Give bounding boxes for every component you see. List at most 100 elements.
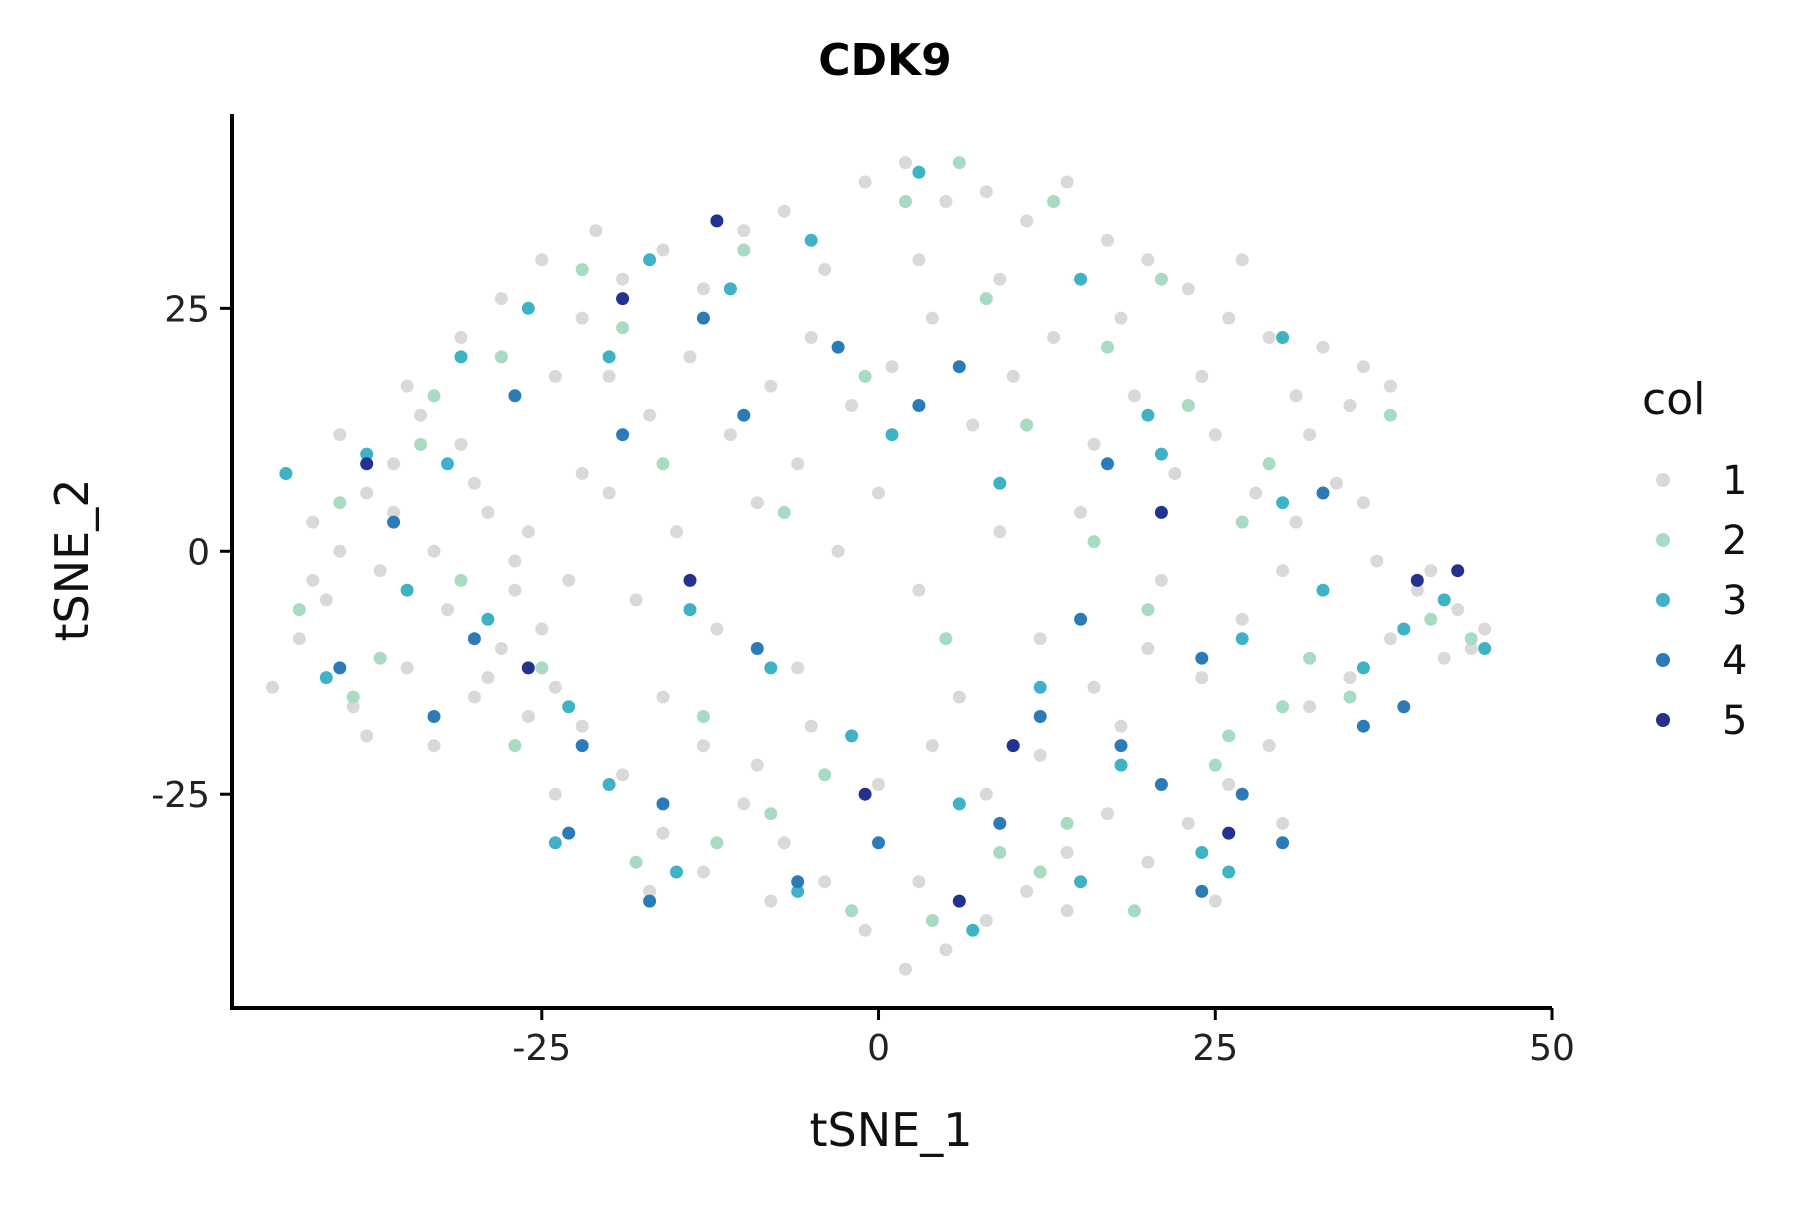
- scatter-point-col-3-9: [643, 253, 657, 267]
- scatter-point-col-5-6: [952, 894, 966, 908]
- scatter-point-col-1-50: [1289, 389, 1303, 403]
- scatter-point-col-2-15: [899, 195, 912, 208]
- scatter-point-col-3-11: [723, 282, 737, 296]
- scatter-point-col-2-28: [1424, 612, 1438, 626]
- scatter-point-col-4-21: [1276, 836, 1290, 850]
- scatter-point-col-1-77: [1303, 700, 1317, 714]
- y-axis-ticks: -25 0 25: [151, 289, 232, 816]
- scatter-point-col-1-43: [1181, 282, 1195, 296]
- scatter-point-col-3-3: [400, 583, 414, 597]
- scatter-point-col-2-18: [1020, 418, 1034, 432]
- scatter-point-col-1-126: [360, 729, 374, 743]
- scatter-point-col-1-118: [872, 778, 885, 791]
- scatter-point-col-1-95: [575, 719, 589, 733]
- scatter-point-col-4-22: [1316, 486, 1330, 500]
- scatter-point-col-1-75: [1383, 632, 1397, 646]
- scatter-point-col-1-103: [912, 583, 926, 597]
- scatter-point-col-2-47: [1235, 515, 1249, 529]
- scatter-point-col-4-4: [575, 739, 589, 753]
- scatter-point-col-1-84: [1020, 884, 1034, 898]
- scatter-point-col-4-25: [427, 710, 441, 723]
- scatter-point-col-4-26: [562, 826, 576, 840]
- scatter-point-col-1-87: [899, 962, 912, 976]
- scatter-point-col-1-29: [616, 272, 630, 286]
- scatter-point-col-5-10: [1410, 573, 1424, 587]
- scatter-point-col-2-32: [710, 836, 724, 850]
- scatter-point-col-2-27: [1383, 408, 1397, 422]
- scatter-point-col-2-11: [737, 243, 751, 257]
- legend-label-2: 2: [1722, 518, 1747, 564]
- scatter-point-col-1-127: [481, 671, 495, 685]
- scatter-point-col-2-33: [845, 904, 859, 918]
- scatter-point-col-3-2: [360, 447, 374, 461]
- scatter-point-col-4-15: [1033, 710, 1047, 723]
- scatter-point-col-2-21: [1141, 603, 1155, 617]
- scatter-point-col-1-88: [858, 923, 872, 937]
- scatter-point-col-1-18: [508, 554, 522, 568]
- scatter-point-col-1-19: [521, 710, 535, 723]
- scatter-point-col-1-147: [427, 739, 441, 753]
- scatter-point-col-1-48: [1383, 379, 1397, 393]
- scatter-point-col-1-21: [535, 622, 549, 636]
- scatter-point-col-3-1: [319, 671, 333, 685]
- scatter-point-col-3-19: [1033, 680, 1047, 694]
- scatter-point-col-1-15: [467, 690, 481, 704]
- scatter-point-col-5-7: [1006, 739, 1020, 753]
- scatter-point-col-2-16: [939, 632, 953, 646]
- scatter-point-col-1-105: [993, 525, 1007, 539]
- scatter-point-col-4-27: [737, 408, 751, 422]
- scatter-point-col-4-18: [1154, 778, 1168, 791]
- scatter-point-col-1-59: [925, 311, 939, 325]
- scatter-point-col-1-124: [400, 379, 414, 393]
- scatter-point-col-1-137: [1356, 496, 1370, 510]
- scatter-point-col-4-14: [993, 816, 1007, 830]
- scatter-point-col-4-30: [1195, 884, 1209, 898]
- scatter-point-col-1-46: [1316, 340, 1330, 354]
- y-tick-label: 25: [164, 289, 210, 330]
- scatter-point-col-1-73: [1478, 622, 1492, 636]
- legend-label-3: 3: [1722, 578, 1747, 624]
- scatter-point-col-1-49: [1343, 399, 1357, 412]
- scatter-point-col-1-97: [670, 525, 683, 539]
- scatter-point-col-1-71: [1410, 583, 1424, 597]
- scatter-point-col-1-68: [1289, 515, 1303, 529]
- scatter-point-col-1-104: [952, 690, 966, 704]
- scatter-point-col-1-57: [845, 399, 859, 412]
- scatter-point-col-1-145: [643, 884, 657, 898]
- scatter-point-col-1-69: [1330, 476, 1343, 490]
- scatter-point-col-2-8: [616, 321, 630, 335]
- scatter-point-col-2-36: [1127, 904, 1141, 918]
- scatter-point-col-4-3: [508, 389, 522, 403]
- x-tick-label: 50: [1529, 1028, 1575, 1069]
- scatter-point-col-1-41: [1101, 233, 1114, 247]
- scatter-point-col-1-39: [1020, 214, 1034, 228]
- scatter-point-col-2-45: [993, 846, 1007, 859]
- scatter-point-col-4-5: [616, 428, 630, 442]
- scatter-point-col-2-9: [656, 457, 670, 471]
- scatter-point-col-3-20: [1074, 272, 1088, 286]
- scatter-point-col-3-14: [845, 729, 859, 743]
- scatter-point-col-4-0: [333, 661, 347, 675]
- scatter-point-col-3-34: [966, 923, 980, 937]
- scatter-point-col-1-115: [696, 739, 710, 753]
- legend-key-2: [1656, 533, 1670, 547]
- scatter-point-col-4-6: [656, 797, 670, 811]
- legend-title: col: [1642, 374, 1705, 425]
- scatter-point-col-1-90: [777, 836, 791, 850]
- scatter-point-col-1-12: [427, 544, 441, 558]
- scatter-point-col-4-24: [1397, 700, 1411, 714]
- scatter-point-col-3-35: [1074, 875, 1088, 889]
- scatter-point-col-1-14: [454, 437, 468, 451]
- scatter-point-col-2-44: [764, 807, 778, 821]
- scatter-point-col-1-92: [696, 865, 710, 879]
- scatter-point-col-3-33: [791, 884, 805, 898]
- scatter-point-col-5-1: [521, 661, 535, 675]
- scatter-point-col-1-107: [1074, 505, 1088, 519]
- scatter-point-col-1-70: [1370, 554, 1384, 568]
- scatter-point-col-1-32: [737, 224, 751, 238]
- scatter-point-col-4-28: [643, 894, 657, 908]
- scatter-point-col-1-55: [764, 379, 778, 393]
- x-tick-label: 25: [1192, 1028, 1238, 1069]
- scatter-point-col-1-129: [589, 224, 603, 238]
- scatter-point-col-1-64: [1127, 389, 1141, 403]
